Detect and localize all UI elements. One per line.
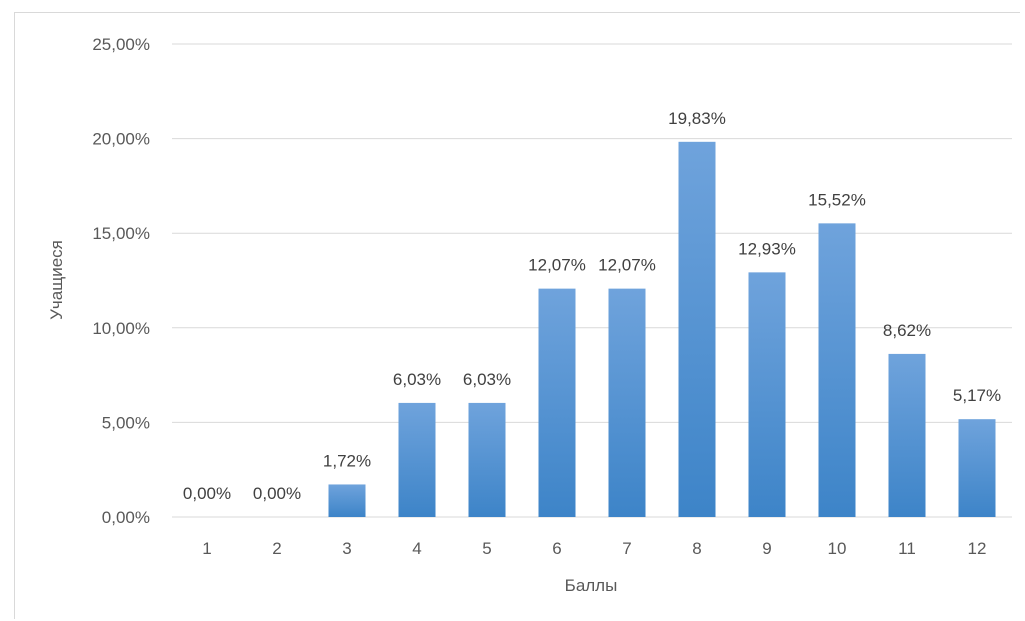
x-axis-ticks: 1 2 3 4 5 6 7 8 9 10 11 12 bbox=[202, 539, 986, 558]
data-label: 15,52% bbox=[808, 190, 866, 209]
data-label: 0,00% bbox=[253, 484, 301, 503]
data-label: 12,93% bbox=[738, 239, 796, 258]
bar bbox=[748, 272, 786, 517]
x-tick-label: 7 bbox=[622, 539, 631, 558]
y-tick-label: 5,00% bbox=[102, 413, 150, 432]
bar bbox=[398, 402, 436, 517]
y-tick-label: 15,00% bbox=[92, 224, 150, 243]
x-tick-label: 10 bbox=[828, 539, 847, 558]
y-tick-label: 25,00% bbox=[92, 35, 150, 54]
x-tick-label: 2 bbox=[272, 539, 281, 558]
bar bbox=[608, 288, 646, 517]
x-tick-label: 4 bbox=[412, 539, 421, 558]
bar bbox=[678, 141, 716, 517]
data-label: 12,07% bbox=[598, 256, 656, 275]
x-tick-label: 8 bbox=[692, 539, 701, 558]
x-tick-label: 5 bbox=[482, 539, 491, 558]
bar bbox=[958, 419, 996, 517]
bar bbox=[888, 353, 926, 517]
data-label: 12,07% bbox=[528, 256, 586, 275]
x-tick-label: 6 bbox=[552, 539, 561, 558]
bar bbox=[538, 288, 576, 517]
bars bbox=[328, 141, 996, 517]
data-label: 6,03% bbox=[393, 370, 441, 389]
data-labels: 0,00% 0,00% 1,72% 6,03% 6,03% 12,07% 12,07% 19,… bbox=[183, 109, 1001, 503]
data-label: 1,72% bbox=[323, 451, 371, 470]
x-tick-label: 3 bbox=[342, 539, 351, 558]
bar bbox=[818, 223, 856, 517]
bar bbox=[328, 484, 366, 517]
x-tick-label: 12 bbox=[968, 539, 987, 558]
x-tick-label: 11 bbox=[898, 539, 916, 558]
data-label: 6,03% bbox=[463, 370, 511, 389]
x-axis-title: Баллы bbox=[565, 576, 618, 595]
gridlines bbox=[172, 43, 1012, 518]
data-label: 5,17% bbox=[953, 386, 1001, 405]
bar bbox=[468, 402, 506, 517]
data-label: 19,83% bbox=[668, 109, 726, 128]
y-tick-label: 20,00% bbox=[92, 130, 150, 149]
x-tick-label: 1 bbox=[202, 539, 211, 558]
y-tick-label: 0,00% bbox=[102, 508, 150, 527]
y-axis-title: Учащиеся bbox=[47, 240, 66, 320]
x-tick-label: 9 bbox=[762, 539, 771, 558]
data-label: 8,62% bbox=[883, 321, 931, 340]
y-axis-ticks: 0,00% 5,00% 10,00% 15,00% 20,00% 25,00% bbox=[92, 35, 150, 527]
y-tick-label: 10,00% bbox=[92, 319, 150, 338]
data-label: 0,00% bbox=[183, 484, 231, 503]
